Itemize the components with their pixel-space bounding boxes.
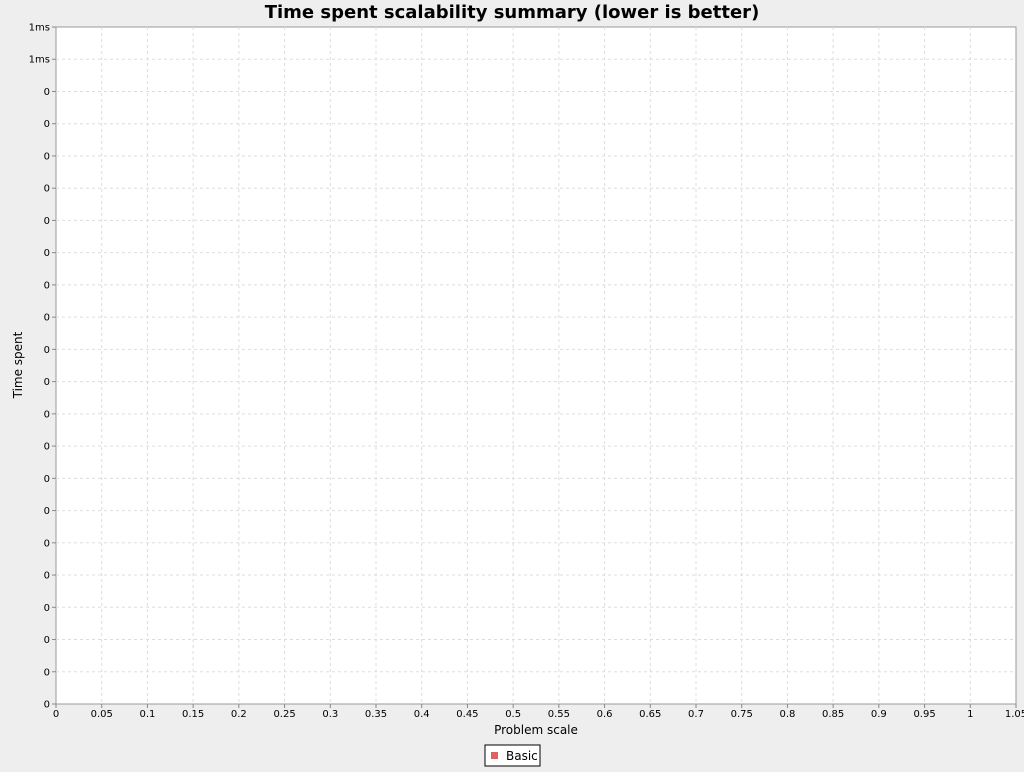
y-tick-label: 0 bbox=[44, 442, 50, 453]
y-tick-label: 0 bbox=[44, 345, 50, 356]
x-tick-label: 0.6 bbox=[597, 709, 613, 720]
y-tick-label: 0 bbox=[44, 409, 50, 420]
x-tick-label: 0 bbox=[53, 709, 59, 720]
y-axis-ticks: 1ms 1ms 0 0 0 0 0 0 0 0 0 0 0 0 0 0 0 0 0 0 0 0 bbox=[29, 23, 56, 711]
x-tick-label: 0.35 bbox=[365, 709, 387, 720]
x-tick-label: 0.55 bbox=[548, 709, 570, 720]
y-tick-label: 0 bbox=[44, 248, 50, 259]
legend-label-basic: Basic bbox=[506, 749, 538, 763]
y-tick-label: 0 bbox=[44, 700, 50, 711]
x-axis-ticks: 0 0.05 0.1 0.15 0.2 0.25 0.3 0.35 0.4 0.45 0.5 0.55… bbox=[53, 704, 1024, 720]
plot-area bbox=[55, 26, 1017, 705]
y-tick-label: 0 bbox=[44, 151, 50, 162]
y-tick-label: 0 bbox=[44, 667, 50, 678]
chart-title: Time spent scalability summary (lower is… bbox=[265, 2, 760, 23]
y-tick-label: 0 bbox=[44, 571, 50, 582]
y-tick-label: 0 bbox=[44, 474, 50, 485]
y-tick-label: 0 bbox=[44, 313, 50, 324]
x-tick-label: 0.4 bbox=[414, 709, 430, 720]
legend: Basic bbox=[484, 744, 541, 767]
x-tick-label: 0.15 bbox=[182, 709, 204, 720]
y-tick-label: 0 bbox=[44, 280, 50, 291]
y-axis-label: Time spent bbox=[11, 331, 25, 399]
x-tick-label: 1.05 bbox=[1005, 709, 1024, 720]
y-tick-label: 1ms bbox=[29, 55, 50, 66]
grid-lines bbox=[56, 27, 1016, 704]
x-tick-label: 0.5 bbox=[505, 709, 521, 720]
y-tick-label: 0 bbox=[44, 635, 50, 646]
x-tick-label: 0.2 bbox=[231, 709, 247, 720]
x-tick-label: 0.7 bbox=[688, 709, 704, 720]
x-tick-label: 0.9 bbox=[871, 709, 887, 720]
legend-box bbox=[484, 744, 541, 767]
legend-swatch-basic bbox=[491, 752, 498, 759]
x-tick-label: 0.25 bbox=[273, 709, 295, 720]
x-tick-label: 0.85 bbox=[822, 709, 844, 720]
y-tick-label: 0 bbox=[44, 603, 50, 614]
x-axis-label: Problem scale bbox=[494, 723, 578, 737]
y-tick-label: 0 bbox=[44, 377, 50, 388]
x-tick-label: 0.05 bbox=[91, 709, 113, 720]
x-tick-label: 0.8 bbox=[779, 709, 795, 720]
y-tick-label: 0 bbox=[44, 119, 50, 130]
y-tick-label: 0 bbox=[44, 506, 50, 517]
y-tick-label: 0 bbox=[44, 87, 50, 98]
x-tick-label: 1 bbox=[967, 709, 973, 720]
x-tick-label: 0.3 bbox=[322, 709, 338, 720]
y-tick-label: 0 bbox=[44, 184, 50, 195]
x-tick-label: 0.95 bbox=[913, 709, 935, 720]
x-tick-label: 0.65 bbox=[639, 709, 661, 720]
x-tick-label: 0.1 bbox=[139, 709, 155, 720]
y-tick-label: 0 bbox=[44, 538, 50, 549]
y-tick-label: 0 bbox=[44, 216, 50, 227]
x-tick-label: 0.75 bbox=[731, 709, 753, 720]
y-tick-label: 1ms bbox=[29, 23, 50, 34]
x-tick-label: 0.45 bbox=[456, 709, 478, 720]
